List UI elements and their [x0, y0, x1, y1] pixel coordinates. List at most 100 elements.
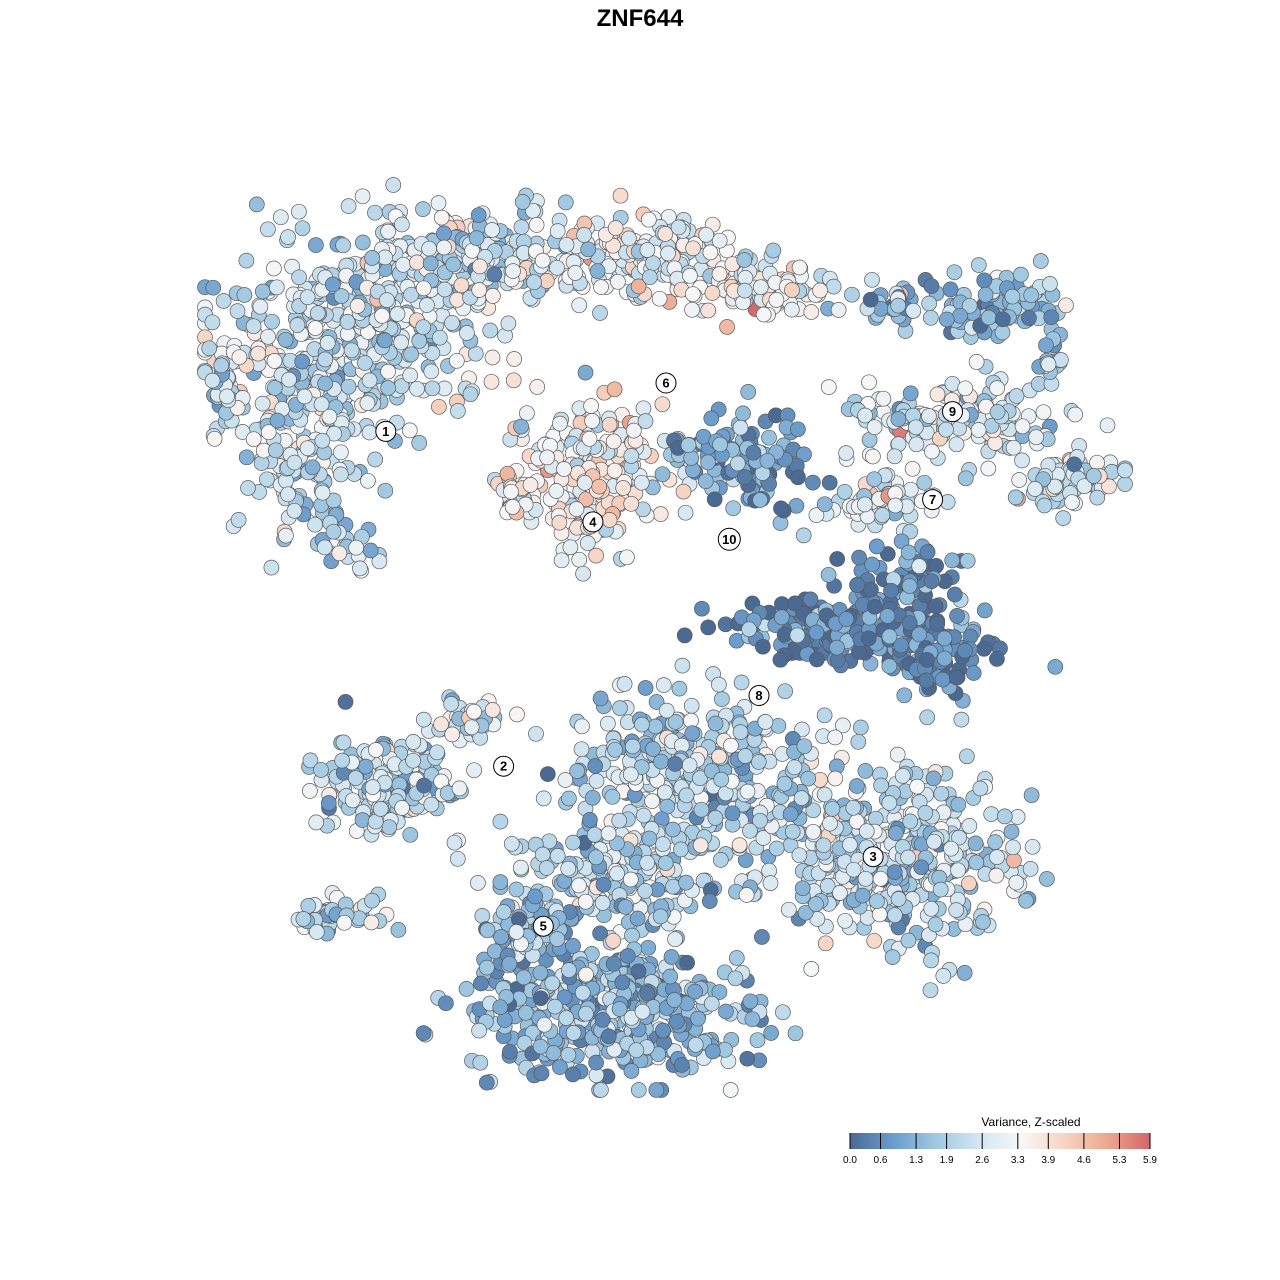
scatter-point	[360, 472, 376, 489]
scatter-point	[423, 363, 440, 380]
scatter-point	[1043, 309, 1060, 326]
scatter-point	[922, 982, 939, 999]
scatter-point	[917, 805, 934, 821]
scatter-point	[845, 799, 862, 816]
scatter-point	[980, 460, 997, 477]
scatter-point	[393, 334, 409, 351]
scatter-point	[352, 560, 368, 577]
scatter-point	[975, 914, 991, 930]
scatter-point	[580, 241, 597, 258]
scatter-point	[886, 864, 903, 880]
scatter-point	[904, 460, 921, 477]
scatter-point	[492, 999, 509, 1016]
scatter-point	[901, 578, 918, 594]
scatter-point	[670, 219, 687, 236]
scatter-point	[923, 573, 940, 589]
scatter-point	[967, 835, 984, 852]
scatter-point	[706, 491, 723, 508]
scatter-point	[1008, 874, 1025, 891]
scatter-point	[653, 753, 669, 770]
scatter-point	[266, 353, 283, 369]
scatter-point	[938, 311, 955, 328]
scatter-point	[1013, 266, 1029, 283]
scatter-point	[446, 834, 463, 851]
scatter-point	[340, 378, 357, 395]
scatter-point	[736, 282, 753, 299]
scatter-point	[569, 763, 585, 779]
scatter-point	[868, 538, 885, 555]
scatter-point	[593, 1082, 609, 1098]
scatter-point	[421, 240, 437, 257]
scatter-point	[622, 871, 639, 888]
scatter-point	[820, 379, 837, 395]
scatter-point	[738, 887, 755, 903]
scatter-point	[1058, 297, 1074, 314]
scatter-point	[802, 591, 819, 608]
scatter-point	[735, 405, 751, 422]
scatter-point	[777, 683, 793, 700]
colorbar-tick-label: 4.6	[1077, 1155, 1091, 1166]
scatter-point	[733, 674, 750, 691]
scatter-point	[309, 305, 326, 322]
scatter-point	[479, 922, 496, 939]
scatter-point	[380, 223, 396, 240]
scatter-point	[759, 452, 776, 469]
scatter-point	[712, 436, 728, 453]
scatter-point	[711, 748, 727, 765]
scatter-point	[474, 908, 491, 924]
scatter-point	[711, 266, 728, 282]
scatter-point	[957, 470, 974, 487]
colorbar-legend: Variance, Z-scaled 0.0 0.6 1.3 1.9 2.6 3.3 3.9…	[843, 1115, 1157, 1166]
scatter-point	[299, 440, 316, 457]
scatter-point	[308, 814, 325, 831]
scatter-point	[624, 738, 641, 755]
scatter-point	[571, 297, 588, 314]
scatter-point	[856, 496, 873, 513]
scatter-point	[654, 466, 671, 483]
scatter-point	[582, 812, 598, 828]
scatter-point	[500, 315, 517, 332]
scatter-point	[857, 870, 874, 887]
scatter-point	[820, 566, 837, 583]
scatter-point	[682, 267, 698, 284]
scatter-point	[344, 792, 361, 809]
scatter-point	[519, 405, 535, 422]
scatter-point	[822, 815, 838, 832]
scatter-point	[515, 969, 532, 986]
scatter-point	[558, 1010, 575, 1026]
scatter-point	[450, 403, 466, 419]
scatter-point	[336, 914, 353, 931]
scatter-point	[374, 307, 390, 324]
scatter-point	[320, 795, 337, 811]
scatter-point	[989, 849, 1005, 865]
scatter-point	[424, 380, 441, 397]
scatter-point	[215, 293, 232, 309]
scatter-point	[692, 770, 708, 787]
scatter-point	[551, 514, 568, 531]
scatter-point	[950, 862, 966, 879]
scatter-point	[612, 187, 629, 204]
scatter-point	[1014, 418, 1031, 435]
scatter-point	[896, 687, 913, 704]
scatter-point	[639, 985, 656, 1002]
scatter-point	[1047, 658, 1064, 675]
scatter-point	[403, 346, 419, 363]
scatter-point	[647, 718, 664, 735]
scatter-point	[364, 779, 381, 795]
scatter-point	[571, 551, 588, 568]
scatter-point	[780, 901, 797, 918]
scatter-point	[628, 1042, 645, 1059]
scatter-point	[791, 259, 808, 276]
scatter-point	[607, 220, 624, 236]
scatter-point	[1014, 452, 1030, 469]
scatter-point	[844, 286, 860, 303]
scatter-point	[334, 752, 351, 769]
scatter-point	[902, 481, 919, 498]
scatter-point	[459, 325, 475, 341]
scatter-point	[732, 419, 749, 436]
scatter-point	[325, 523, 342, 540]
scatter-point	[514, 194, 531, 210]
scatter-point	[317, 351, 334, 368]
scatter-point	[655, 1022, 671, 1039]
scatter-point	[790, 469, 806, 486]
